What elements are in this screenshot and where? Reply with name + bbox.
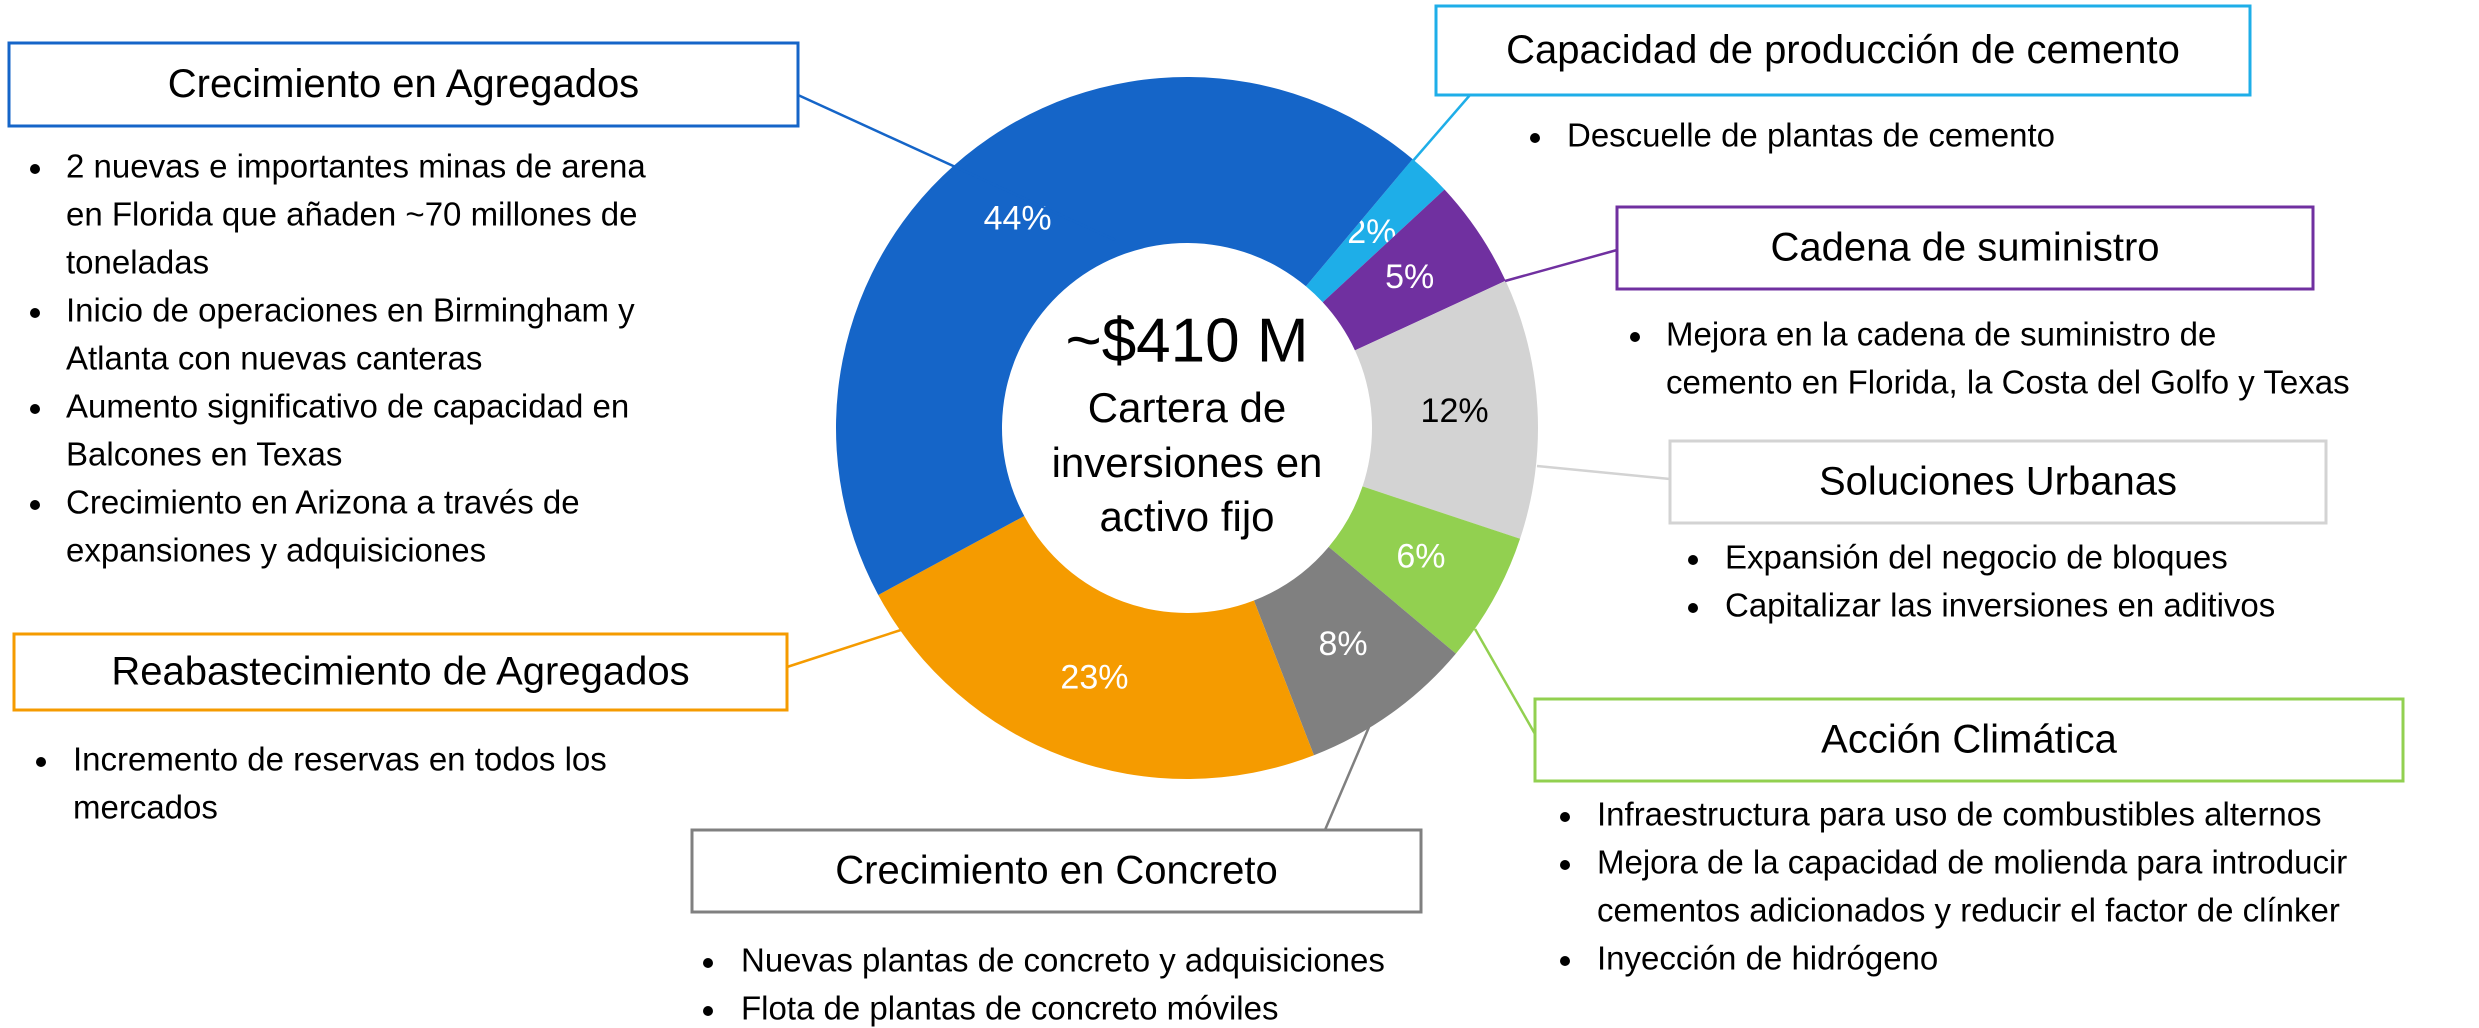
bullet <box>1560 812 1570 822</box>
callout-title: Acción Climática <box>1821 718 2117 762</box>
callout-title: Crecimiento en Concreto <box>835 849 1277 893</box>
value-label: 12% <box>1421 392 1489 430</box>
value-label: 8% <box>1318 625 1367 663</box>
bullet-text: cementos adicionados y reducir el factor… <box>1597 892 2340 929</box>
bullet-text: Crecimiento en Arizona a través de <box>66 484 580 521</box>
bullet <box>30 308 40 318</box>
bullet-text: 2 nuevas e importantes minas de arena <box>66 148 646 185</box>
bullet-text: Incremento de reservas en todos los <box>73 741 607 778</box>
bullet-text: Inyección de hidrógeno <box>1597 940 1938 977</box>
callout-box <box>7 41 800 128</box>
center-text: Cartera de <box>1088 384 1286 431</box>
connector-line <box>786 627 905 669</box>
bullet-text: Expansión del negocio de bloques <box>1725 539 2228 576</box>
donut-slice <box>1305 159 1445 303</box>
callout-title: Reabastecimiento de Agregados <box>111 650 689 694</box>
donut-slice <box>1354 280 1538 539</box>
bullet-text: Descuelle de plantas de cemento <box>1567 117 2055 154</box>
center-text: ~$410 M <box>1065 306 1308 375</box>
bullet-text: Aumento significativo de capacidad en <box>66 388 629 425</box>
bullet-text: en Florida que añaden ~70 millones de <box>66 196 638 233</box>
bullet <box>36 757 46 767</box>
bullet-text: Balcones en Texas <box>66 436 342 473</box>
bullet <box>30 164 40 174</box>
value-label: 6% <box>1396 538 1445 576</box>
callout-box <box>1668 439 2328 525</box>
bullet <box>1688 555 1698 565</box>
bullet <box>30 500 40 510</box>
bullet-text: Capitalizar las inversiones en aditivos <box>1725 587 2275 624</box>
bullet-text: toneladas <box>66 244 209 281</box>
callout-title: Crecimiento en Agregados <box>168 62 639 106</box>
callout-box <box>1533 697 2405 783</box>
bullet-text: Atlanta con nuevas canteras <box>66 340 482 377</box>
bullet-text: expansiones y adquisiciones <box>66 532 486 569</box>
center-text: inversiones en <box>1052 439 1323 486</box>
connector-line <box>1504 248 1618 283</box>
connector-line <box>1323 726 1371 831</box>
donut-slice <box>878 515 1314 779</box>
callout-title: Cadena de suministro <box>1770 226 2159 270</box>
bullet-text: Mejora en la cadena de suministro de <box>1666 316 2216 353</box>
bullet <box>1560 956 1570 966</box>
center-text: activo fijo <box>1099 493 1274 540</box>
value-label: 5% <box>1385 258 1434 296</box>
bullet-text: mercados <box>73 789 218 826</box>
bullet <box>1688 603 1698 613</box>
bullet-text: Flota de plantas de concreto móviles <box>741 990 1278 1027</box>
bullet <box>1560 860 1570 870</box>
bullet-text: Inicio de operaciones en Birmingham y <box>66 292 635 329</box>
donut-slice <box>1322 189 1506 351</box>
donut-slice <box>1328 486 1521 654</box>
bullet <box>1530 133 1540 143</box>
callout-title: Capacidad de producción de cemento <box>1506 28 2180 72</box>
donut-slice <box>836 77 1413 595</box>
bullet <box>30 404 40 414</box>
callout-box <box>1615 205 2315 291</box>
bullet-text: Nuevas plantas de concreto y adquisicion… <box>741 942 1385 979</box>
donut-slice <box>1253 546 1456 756</box>
callout-title: Soluciones Urbanas <box>1819 460 2177 504</box>
connector-line <box>797 93 1116 242</box>
value-label: 23% <box>1060 659 1128 697</box>
callout-box <box>12 632 789 712</box>
bullet <box>703 1006 713 1016</box>
bullet-text: cemento en Florida, la Costa del Golfo y… <box>1666 364 2350 401</box>
connector-line <box>1398 94 1471 178</box>
connector-line <box>1536 464 1671 481</box>
callout-box <box>690 828 1423 914</box>
bullet <box>703 958 713 968</box>
connector-line <box>1473 628 1537 735</box>
bullet-text: Mejora de la capacidad de molienda para … <box>1597 844 2347 881</box>
bullet <box>1630 332 1640 342</box>
bullet-text: Infraestructura para uso de combustibles… <box>1597 796 2322 833</box>
callout-box <box>1434 4 2252 97</box>
